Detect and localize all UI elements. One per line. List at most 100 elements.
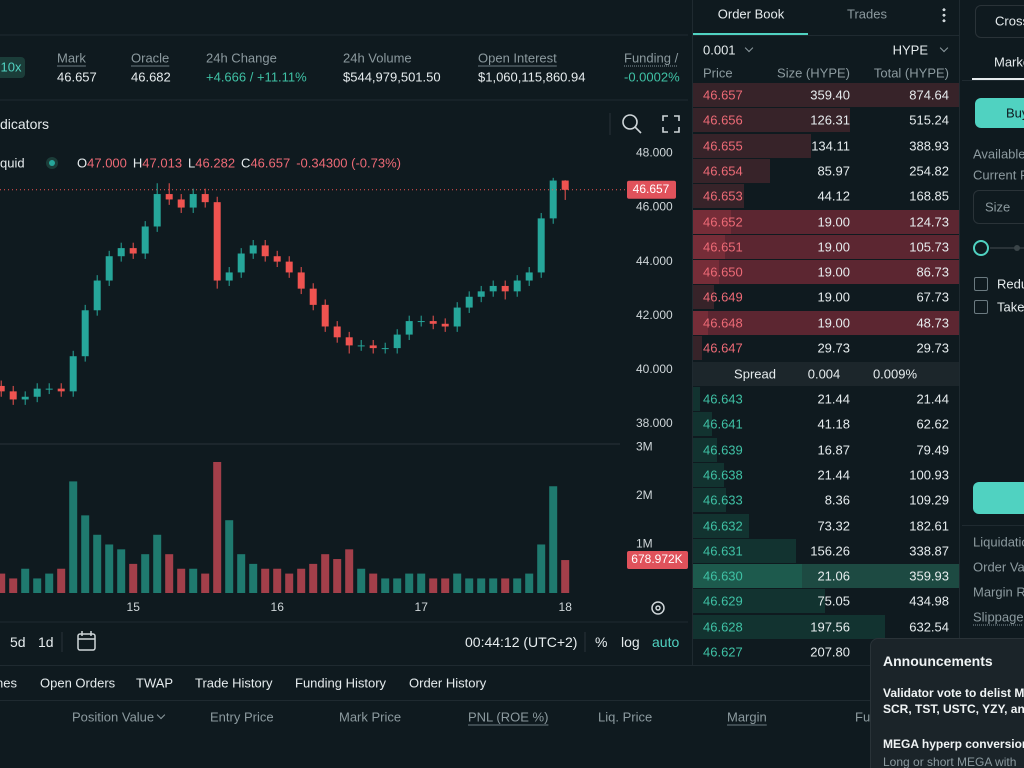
order-price[interactable]: 46.631 (703, 543, 743, 559)
candle-body (261, 245, 269, 257)
volume-bar (93, 534, 102, 593)
announcements-popup[interactable] (870, 638, 1024, 768)
volume-bar (513, 578, 522, 593)
ohlc-change: -0.34300 (-0.73%) (296, 155, 401, 171)
order-price[interactable]: 46.649 (703, 289, 743, 305)
order-price[interactable]: 46.650 (703, 264, 743, 280)
order-price[interactable]: 46.656 (703, 112, 743, 128)
order-price[interactable]: 46.647 (703, 340, 743, 356)
order-price[interactable]: 46.632 (703, 518, 743, 533)
bottom-tab[interactable]: Order History (409, 675, 487, 691)
indicators-button[interactable]: dicators (0, 116, 50, 132)
announcement-title[interactable]: MEGA hyperp conversion (883, 737, 1024, 751)
log-toggle[interactable]: log (621, 634, 640, 650)
percent-toggle[interactable]: % (595, 634, 608, 650)
calendar-icon[interactable] (77, 631, 96, 651)
order-size: 21.44 (817, 467, 850, 483)
order-price[interactable]: 46.654 (703, 163, 743, 179)
depth-bar (693, 614, 886, 639)
volume-bar (285, 573, 294, 593)
order-price[interactable]: 46.648 (703, 315, 743, 331)
announcement-title[interactable]: SCR, TST, USTC, YZY, an (883, 702, 1024, 716)
candle-body (513, 280, 521, 292)
order-size: 359.40 (810, 87, 850, 103)
order-price[interactable]: 46.638 (703, 467, 743, 483)
slider-handle[interactable] (973, 240, 989, 256)
column-header: Fu (855, 709, 871, 725)
range-button[interactable]: 5d (10, 634, 26, 650)
order-price[interactable]: 46.639 (703, 442, 743, 458)
search-icon[interactable] (622, 114, 642, 134)
volume-bar (477, 578, 486, 593)
x-tick-label: 15 (127, 600, 141, 614)
order-price[interactable]: 46.630 (703, 568, 743, 584)
y-tick-label: 40.000 (636, 362, 673, 376)
leverage-label[interactable]: 10x (0, 59, 22, 75)
tab[interactable]: Trades (847, 6, 887, 22)
checkbox[interactable] (974, 300, 988, 314)
bottom-tab[interactable]: nes (0, 675, 17, 691)
order-price[interactable]: 46.652 (703, 214, 743, 229)
bottom-tab[interactable]: Funding History (295, 675, 387, 691)
order-price[interactable]: 46.651 (703, 239, 743, 255)
volume-bar (465, 578, 474, 593)
candle-body (189, 194, 197, 208)
stat-label: 24h Volume (343, 50, 412, 66)
candle-body (225, 272, 233, 281)
depth-bar (693, 260, 720, 285)
order-price[interactable]: 46.643 (703, 391, 743, 407)
fullscreen-icon[interactable] (662, 115, 680, 133)
order-price[interactable]: 46.633 (703, 492, 743, 508)
tick-select[interactable]: 0.001 (703, 42, 736, 58)
order-size: 126.31 (810, 112, 850, 128)
y-tick-label: 38.000 (636, 416, 673, 430)
order-price[interactable]: 46.653 (703, 188, 743, 204)
settings-icon[interactable] (651, 601, 665, 615)
candle-body (429, 321, 437, 324)
order-price[interactable]: 46.628 (703, 619, 743, 635)
bottom-tab[interactable]: Open Orders (40, 675, 116, 691)
candle-body (549, 180, 557, 219)
asset-select[interactable]: HYPE (892, 42, 928, 58)
buy-button[interactable] (975, 98, 1024, 128)
volume-bar (273, 568, 282, 593)
order-price[interactable]: 46.655 (703, 138, 743, 154)
margin-mode-button[interactable] (975, 5, 1024, 38)
tab-underline (693, 33, 808, 35)
order-total: 62.62 (916, 416, 949, 432)
order-total: 109.29 (909, 492, 949, 508)
depth-bar (693, 538, 797, 563)
volume-bar (345, 549, 354, 593)
order-price[interactable]: 46.627 (703, 644, 743, 660)
last-volume-label: 678.972K (631, 552, 682, 566)
range-button[interactable]: 1d (38, 634, 54, 650)
bottom-tab[interactable]: Trade History (195, 675, 273, 691)
order-price[interactable]: 46.641 (703, 416, 743, 432)
order-type-tab[interactable]: Marke (994, 54, 1024, 70)
volume-bar (165, 554, 174, 593)
volume-bar (357, 568, 366, 593)
order-price[interactable]: 46.629 (703, 593, 743, 609)
checkbox[interactable] (974, 277, 988, 291)
announcement-title[interactable]: Validator vote to delist M (883, 686, 1024, 700)
x-tick-label: 16 (271, 600, 285, 614)
auto-toggle[interactable]: auto (652, 634, 680, 650)
price-chart: 38.000 40.000 42.000 44.000 46.000 48.000 1M 2M… (0, 34, 688, 652)
order-price[interactable]: 46.657 (703, 87, 743, 103)
more-menu[interactable] (940, 7, 948, 23)
stat-label: Open Interest (478, 50, 557, 66)
size-input[interactable] (973, 190, 1024, 224)
volume-bar (537, 544, 546, 593)
column-header: Size (HYPE) (777, 65, 850, 81)
column-header[interactable]: Position Value (72, 709, 155, 725)
volume-bar (117, 549, 126, 593)
bottom-tab[interactable]: TWAP (136, 675, 174, 691)
order-total: 388.93 (909, 138, 949, 154)
tab[interactable]: Order Book (717, 6, 785, 22)
info-label: Margin R (973, 584, 1024, 600)
order-size: 16.87 (817, 442, 850, 458)
place-order-button[interactable] (973, 482, 1024, 514)
order-size: 19.00 (817, 214, 850, 229)
order-total: 338.87 (909, 543, 949, 559)
candle-body (141, 226, 149, 254)
